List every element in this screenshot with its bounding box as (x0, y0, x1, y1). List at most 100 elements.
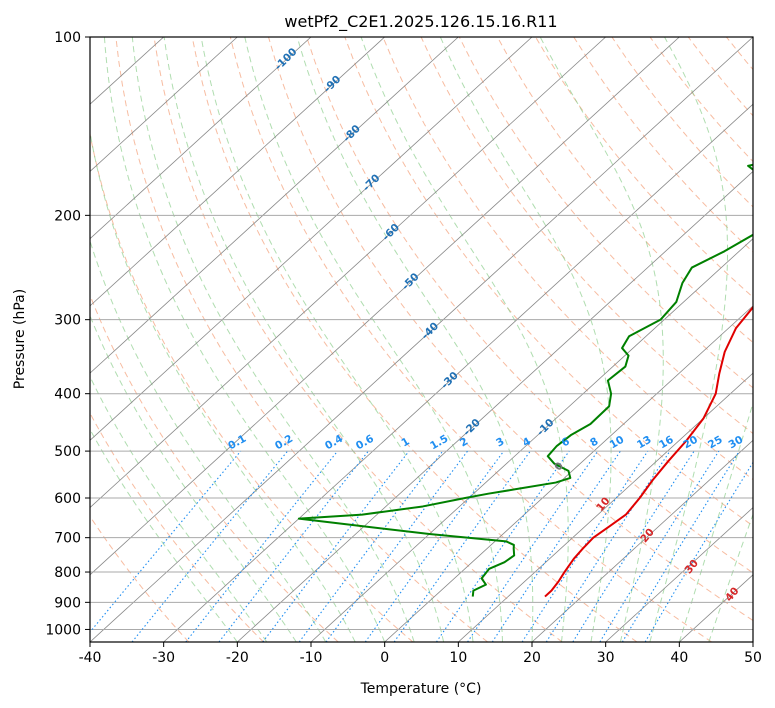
mixing-ratio-line (325, 450, 468, 642)
isotherm-line (458, 372, 753, 642)
mixing-ratio-label: 1 (399, 435, 411, 449)
isotherm-line (163, 103, 753, 642)
y-tick-label: 200 (54, 208, 81, 224)
moist-adiabat-line (360, 37, 569, 642)
isotherm-line (90, 37, 680, 576)
plot-frame (89, 36, 754, 643)
dewpoint-profile-line (297, 163, 753, 597)
background-lines (90, 37, 775, 642)
dry-adiabat-line (649, 37, 753, 163)
x-tick-label: 0 (380, 650, 389, 666)
mixing-ratio-label: 0.6 (354, 433, 376, 453)
moist-adiabat-line (708, 512, 753, 642)
dry-adiabat-line (191, 37, 638, 642)
isotherm-line (237, 170, 753, 642)
moist-adiabat-line (296, 37, 534, 642)
isotherm-line (90, 37, 385, 307)
y-tick-label: 900 (54, 595, 81, 611)
mixing-ratio-label: 25 (706, 434, 725, 452)
mixing-ratio-label: 8 (588, 435, 600, 449)
y-tick-label: 1000 (45, 622, 81, 638)
moist-adiabat-line (678, 401, 753, 642)
moist-adiabat-line (439, 37, 612, 642)
mixing-ratio-line (131, 450, 289, 642)
dry-adiabat-label: -100 (272, 46, 299, 73)
dry-adiabat-line (765, 37, 775, 642)
isotherm-line (605, 507, 753, 642)
mixing-ratio-label: 0.1 (226, 433, 248, 453)
y-tick-label: 300 (54, 313, 81, 329)
mixing-ratio-line (298, 450, 444, 642)
mixing-ratio-label: 3 (494, 435, 506, 449)
isotherm-line (90, 37, 753, 642)
plot-area (90, 37, 775, 642)
mixing-ratio-line (90, 450, 242, 633)
isotherm-line (90, 37, 238, 172)
moist-adiabat-line (103, 37, 386, 642)
series-layer (297, 163, 753, 598)
isotherm-line (90, 37, 312, 240)
mixing-ratio-line (218, 450, 369, 642)
x-tick-label: -10 (300, 650, 323, 666)
dry-adiabat-line (611, 37, 753, 208)
isotherm-line (90, 37, 606, 509)
mixing-ratio-label: 1.5 (428, 433, 450, 453)
x-tick-label: 10 (449, 650, 467, 666)
chart-title: wetPf2_C2E1.2025.126.15.16.R11 (284, 12, 557, 32)
mixing-ratio-line (467, 450, 599, 642)
temperature-profile-line (544, 305, 753, 598)
moist-adiabat-line (90, 314, 297, 642)
moist-adiabat-line (90, 428, 238, 642)
y-axis-label: Pressure (hPa) (12, 289, 28, 389)
mixing-ratio-line (435, 450, 570, 642)
moist-adiabat-line (539, 37, 664, 642)
moist-adiabat-line (649, 37, 729, 642)
y-tick-label: 400 (54, 387, 81, 403)
dry-adiabat-line (725, 37, 753, 71)
x-tick-label: -40 (79, 650, 102, 666)
mixing-ratio-line (364, 450, 505, 642)
moist-adiabat-line (131, 37, 415, 642)
dry-adiabat-line (497, 37, 753, 344)
dry-adiabat-line (229, 37, 712, 642)
mixing-ratio-label: 30 (727, 434, 746, 452)
y-tick-label: 600 (54, 491, 81, 507)
dry-adiabat-line (90, 515, 190, 642)
mixing-ratio-line (599, 450, 720, 642)
moist-adiabat-line (244, 37, 504, 642)
mixing-ratio-line (185, 450, 338, 642)
moist-adiabat-line (90, 375, 268, 642)
isotherm-line (752, 641, 753, 642)
moist-adiabat-line (163, 37, 445, 642)
mixing-ratio-line (621, 450, 740, 642)
dry-adiabat-line (90, 131, 414, 642)
mixing-ratio-label: 16 (657, 434, 676, 452)
moist-adiabat-line (200, 37, 474, 642)
dry-adiabat-line (535, 37, 753, 298)
mixing-ratio-line (393, 450, 531, 642)
x-tick-label: 30 (597, 650, 615, 666)
moist-adiabat-label: 0 (552, 460, 566, 473)
x-tick-label: 40 (670, 650, 688, 666)
moist-adiabat-line (90, 239, 327, 642)
isotherm-line (310, 238, 753, 642)
y-axis: 100 200 300 400 500 600 700 800 900 1000 (45, 30, 90, 638)
isotherm-line (90, 37, 533, 441)
dry-adiabat-line (153, 37, 563, 642)
dry-adiabat-line (115, 37, 488, 642)
dry-adiabat-line (344, 37, 753, 527)
x-tick-label: -30 (152, 650, 175, 666)
x-tick-label: 50 (744, 650, 762, 666)
mixing-ratio-line (545, 450, 671, 642)
x-axis: -40 -30 -20 -10 0 10 20 30 40 50 (79, 642, 762, 666)
x-tick-label: 20 (523, 650, 541, 666)
x-tick-label: -20 (226, 650, 249, 666)
y-tick-label: 500 (54, 444, 81, 460)
isotherm-line (90, 37, 459, 374)
moist-adiabat-line (90, 129, 356, 642)
mixing-ratio-line (521, 450, 649, 642)
y-tick-label: 800 (54, 565, 81, 581)
mixing-ratio-line (572, 450, 695, 642)
mixing-ratio-line (262, 450, 410, 642)
